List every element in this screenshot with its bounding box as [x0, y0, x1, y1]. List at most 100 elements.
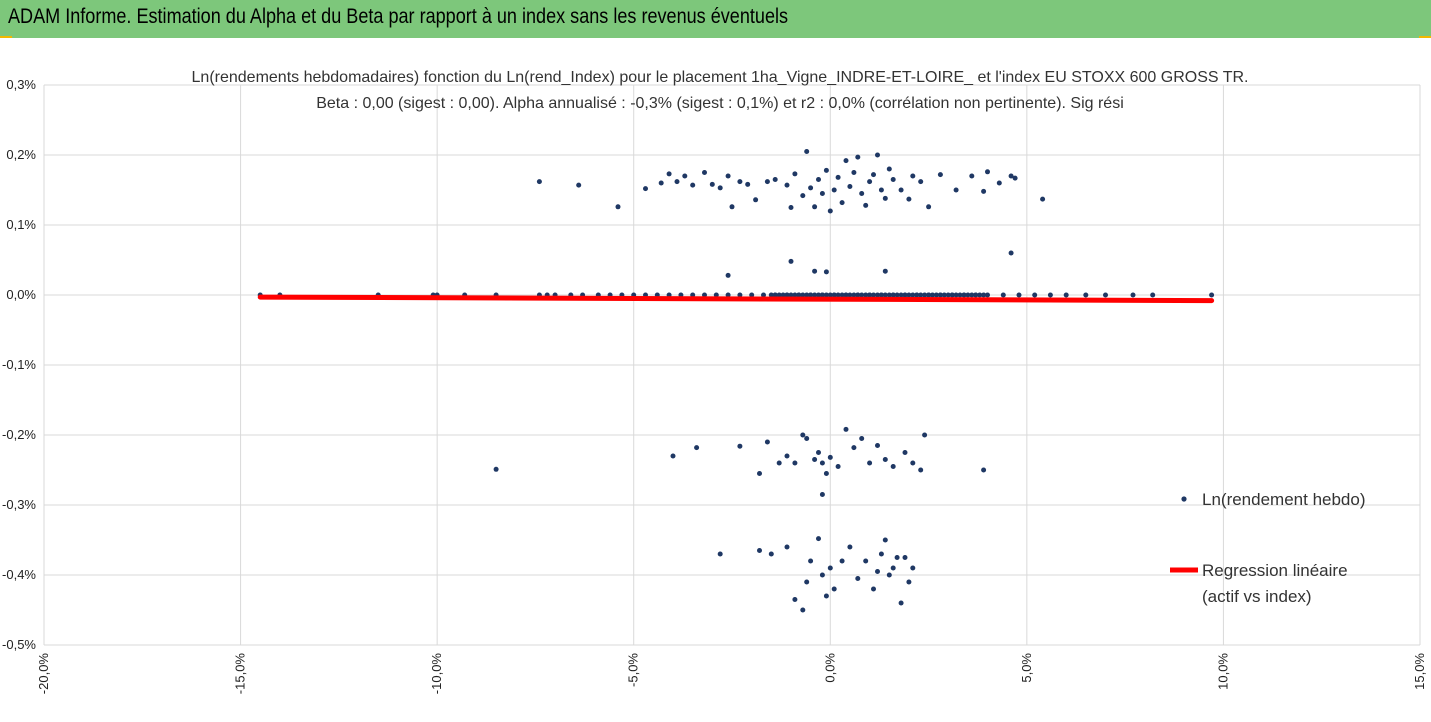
data-point	[882, 457, 888, 462]
data-point	[878, 292, 884, 298]
x-tick-label: -10,0%	[429, 653, 444, 695]
data-point	[859, 436, 865, 441]
data-point	[871, 586, 876, 592]
data-point	[819, 292, 825, 298]
data-point	[831, 586, 837, 592]
data-point	[796, 292, 802, 298]
data-point	[902, 555, 908, 560]
data-point	[973, 292, 979, 298]
data-point	[835, 464, 841, 469]
data-point	[926, 292, 932, 298]
data-point	[1083, 292, 1089, 298]
data-point	[871, 172, 876, 178]
y-tick-label: -0,2%	[2, 427, 36, 442]
data-point	[969, 292, 975, 298]
legend-label-scatter: Ln(rendement hebdo)	[1202, 490, 1366, 509]
data-point	[753, 197, 759, 203]
data-point	[843, 426, 849, 432]
data-point	[957, 292, 963, 298]
data-point	[764, 179, 770, 185]
data-point	[823, 471, 829, 476]
data-point	[717, 185, 723, 191]
data-point	[835, 292, 841, 298]
data-point	[780, 292, 786, 298]
y-tick-label: -0,4%	[2, 567, 36, 582]
data-point	[1150, 292, 1156, 298]
data-point	[808, 185, 814, 191]
data-point	[1000, 292, 1006, 298]
data-point	[882, 195, 888, 201]
data-point	[926, 204, 932, 210]
data-point	[961, 292, 967, 298]
data-point	[816, 292, 821, 298]
data-point	[725, 272, 731, 278]
data-point	[784, 544, 790, 550]
data-point	[827, 292, 833, 298]
data-point	[843, 158, 849, 164]
data-point	[949, 292, 955, 298]
data-point	[792, 460, 798, 466]
data-point	[918, 292, 924, 298]
data-point	[890, 565, 896, 571]
data-point	[902, 292, 908, 298]
data-point	[757, 471, 762, 476]
data-point	[694, 445, 700, 451]
data-point	[643, 186, 648, 192]
data-point	[812, 268, 818, 274]
data-point	[847, 544, 853, 550]
data-point	[800, 292, 806, 298]
chart-subtitle: Beta : 0,00 (sigest : 0,00). Alpha annua…	[316, 95, 1124, 112]
data-point	[930, 292, 935, 298]
data-point	[977, 292, 983, 298]
data-point	[737, 179, 743, 185]
data-point	[792, 171, 798, 177]
data-point	[827, 565, 833, 571]
data-point	[831, 292, 837, 298]
x-tick-label: 5,0%	[1019, 653, 1034, 683]
data-point	[945, 292, 951, 298]
data-point	[615, 204, 621, 210]
data-point	[1016, 292, 1022, 298]
data-point	[1012, 175, 1018, 181]
data-point	[737, 443, 743, 449]
data-point	[812, 204, 818, 210]
data-point	[906, 196, 912, 202]
data-point	[804, 292, 810, 298]
data-point	[670, 453, 676, 459]
grid-lines	[43, 84, 1421, 646]
data-point	[776, 460, 782, 466]
data-point	[674, 179, 680, 185]
data-point	[871, 292, 876, 298]
data-point	[812, 292, 818, 298]
data-point	[725, 173, 731, 179]
data-point	[922, 292, 928, 298]
data-point	[729, 204, 735, 210]
data-point	[839, 292, 845, 298]
data-point	[816, 177, 821, 182]
data-point	[823, 292, 829, 298]
data-point	[906, 292, 912, 298]
legend-marker-scatter	[1181, 496, 1187, 502]
data-point	[937, 292, 943, 298]
y-tick-label: 0,0%	[6, 287, 36, 302]
data-point	[985, 292, 990, 298]
data-point	[827, 454, 833, 460]
data-point	[823, 269, 829, 275]
data-point	[910, 292, 916, 298]
data-point	[918, 179, 924, 185]
data-point	[886, 166, 892, 172]
data-point	[847, 292, 853, 298]
data-point	[536, 179, 542, 185]
data-point	[875, 152, 880, 158]
data-point	[910, 173, 916, 179]
data-point	[882, 292, 888, 298]
data-point	[953, 187, 959, 193]
y-tick-label: 0,3%	[6, 77, 36, 92]
data-point	[953, 292, 959, 298]
data-point	[776, 292, 782, 298]
data-point	[576, 182, 582, 188]
data-point	[1103, 292, 1108, 298]
data-point	[690, 182, 696, 188]
data-point	[855, 292, 861, 298]
data-point	[717, 551, 723, 557]
